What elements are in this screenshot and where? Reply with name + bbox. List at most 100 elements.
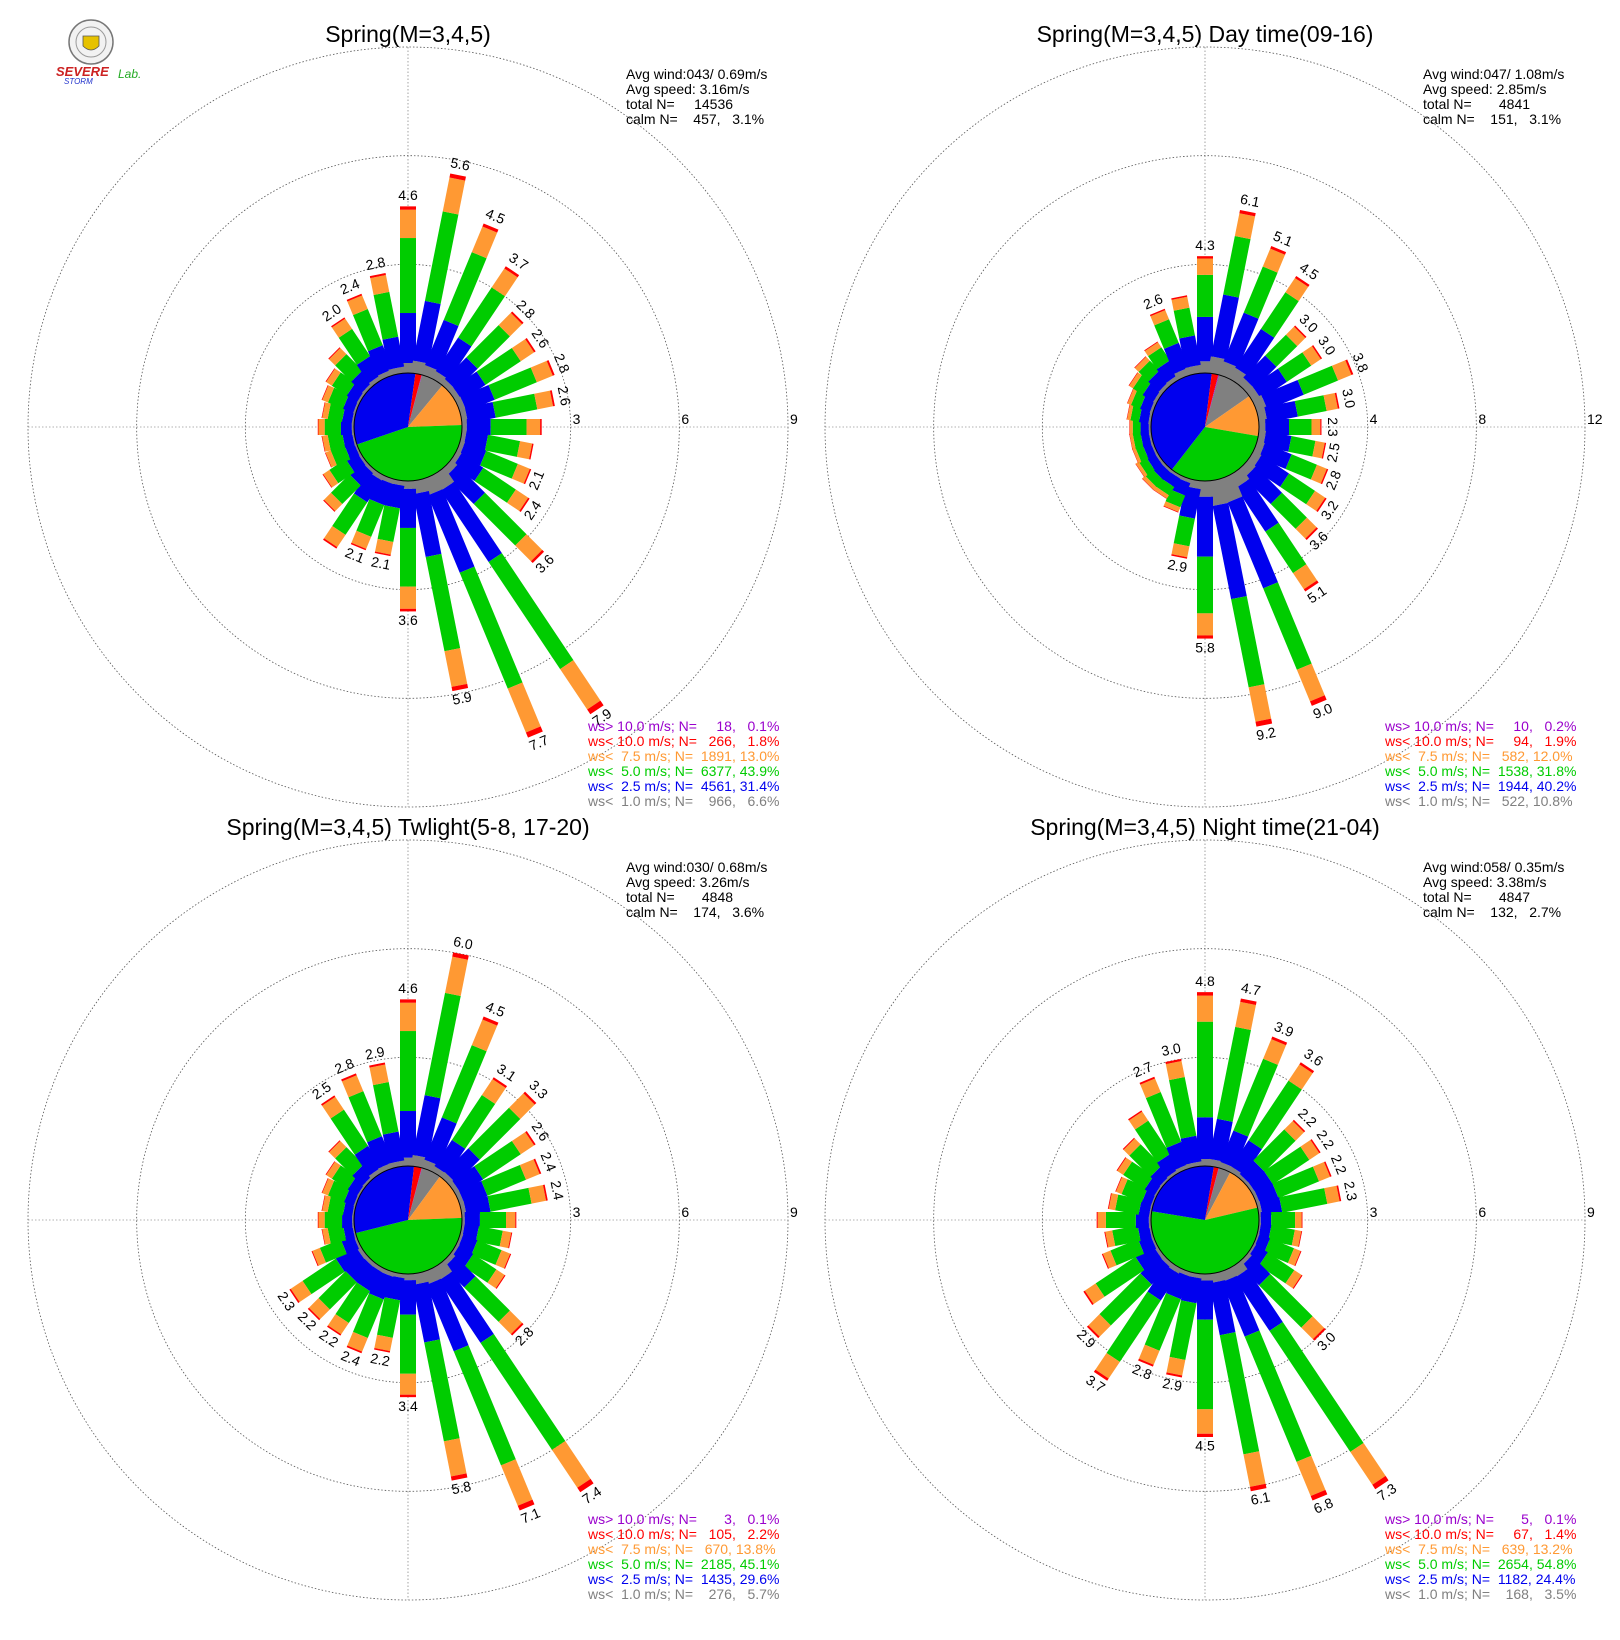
bar-seg-orange (444, 648, 468, 687)
bar-seg-red (400, 999, 416, 1003)
bar-label-22.5: 5.1 (1271, 228, 1295, 250)
bar-seg-orange (471, 1019, 498, 1052)
legend-entry-purple: ws> 10.0 m/s; N= 18, 0.1% (587, 718, 779, 734)
bar-seg-orange (347, 295, 368, 316)
bar-seg-red (1239, 209, 1256, 217)
ring-9 (27, 46, 789, 808)
bar-seg-orange (290, 1280, 312, 1303)
bar-label-157.5: 7.1 (518, 1504, 542, 1526)
pie-slice-green (1151, 1207, 1259, 1275)
legend-entry-gray: ws< 1.0 m/s; N= 168, 3.5% (1384, 1586, 1576, 1602)
bar-seg-orange (1117, 1157, 1133, 1175)
bar-146.25 (431, 467, 604, 715)
wind-rose-panel-4: 3 6 94.8 4.73.93.62.22.22.22.33.07.36.86.14… (824, 814, 1595, 1602)
bar-seg-blue (444, 357, 478, 391)
ring-9 (27, 839, 789, 1601)
bar-seg-blue (356, 1263, 383, 1292)
bar-label-112.5: 2.1 (525, 468, 547, 492)
bar-seg-red (542, 1184, 548, 1201)
bar-seg-red (1240, 998, 1257, 1005)
bar-326.25 (321, 1095, 385, 1180)
bar-seg-red (400, 206, 416, 210)
bar-seg-blue (440, 481, 502, 562)
bar-label-191.25: 2.2 (369, 1350, 391, 1370)
bar-281.25 (321, 402, 357, 425)
bar-seg-red (331, 317, 346, 328)
bar-seg-orange (508, 1093, 535, 1120)
bar-label-180: 3.4 (398, 1398, 418, 1414)
bar-seg-orange (1144, 342, 1162, 357)
logo-severe-text: SEVERE (56, 64, 109, 79)
bar-seg-red (523, 1091, 537, 1105)
bar-label-78.75: 2.6 (555, 385, 575, 407)
bar-seg-orange (1132, 447, 1142, 464)
bar-seg-red (1116, 1157, 1127, 1172)
bar-seg-gray (400, 363, 416, 373)
bar-seg-red (1197, 635, 1213, 639)
pie-slice-purple (408, 1167, 422, 1220)
ring-label-9: 9 (790, 411, 798, 427)
legend-entry-red: ws< 10.0 m/s; N= 94, 1.9% (1384, 733, 1576, 749)
bar-seg-blue (458, 1180, 488, 1206)
bar-seg-red (525, 726, 543, 738)
bar-seg-red (1270, 246, 1287, 255)
bar-seg-blue (400, 313, 416, 364)
bar-seg-orange (375, 538, 394, 555)
bar-seg-orange (1284, 1120, 1305, 1141)
bar-157.5 (421, 473, 543, 738)
bar-56.25 (448, 338, 536, 404)
bar-seg-orange (1128, 1111, 1149, 1130)
bar-seg-blue (335, 1245, 365, 1272)
bar-seg-gray (1185, 364, 1203, 376)
bar-348.75 (369, 1062, 406, 1169)
bar-seg-red (374, 551, 391, 557)
bar-seg-green (1277, 352, 1312, 382)
bar-seg-blue (400, 488, 416, 528)
legend-entry-orange: ws< 7.5 m/s; N= 639, 13.2% (1384, 1541, 1573, 1557)
bar-seg-red (1316, 497, 1327, 512)
bar-33.75 (1228, 276, 1310, 387)
bar-seg-orange (507, 682, 541, 733)
bar-seg-green (1264, 1146, 1310, 1185)
pie-slice-purple (408, 374, 422, 427)
bar-label-157.5: 7.7 (527, 731, 551, 753)
bar-seg-orange (507, 489, 529, 511)
bar-seg-orange (329, 348, 347, 366)
bar-seg-green (331, 372, 356, 396)
bar-seg-orange (318, 419, 325, 435)
bar-seg-green (443, 252, 487, 326)
bar-seg-green (487, 1187, 532, 1212)
bar-seg-red (1372, 1475, 1389, 1490)
bar-202.5 (346, 1266, 395, 1354)
bar-337.5 (1149, 308, 1192, 381)
stat-line-2: Avg speed: 2.85m/s (1423, 81, 1546, 97)
bar-seg-red (1298, 1230, 1303, 1247)
bar-seg-blue (427, 489, 475, 573)
logo-storm-text: STORM (64, 77, 93, 86)
bar-90 (462, 419, 542, 435)
bar-seg-green (1233, 1058, 1278, 1137)
bar-236.25 (322, 450, 368, 488)
bar-78.75 (459, 390, 555, 425)
bar-label-78.75: 2.4 (548, 1179, 568, 1201)
bar-seg-orange (1295, 517, 1317, 539)
bar-seg-red (1294, 1250, 1302, 1267)
bar-seg-orange (511, 1132, 535, 1155)
wind-rose-panel-1: 3 6 94.65.64.53.72.82.62.82.62.12.43.67.97… (27, 21, 798, 809)
bar-label-180: 3.6 (398, 612, 418, 628)
bar-seg-green (377, 505, 400, 542)
bar-seg-red (324, 452, 332, 468)
bar-seg-red (1309, 695, 1327, 706)
bar-seg-blue (444, 1148, 480, 1184)
bar-303.75 (325, 368, 368, 404)
bar-label-78.75: 2.3 (1341, 1180, 1361, 1202)
bar-label-67.5: 3.8 (1350, 350, 1372, 374)
stat-line-2: Avg speed: 3.26m/s (626, 874, 749, 890)
bar-202.5 (1163, 473, 1192, 513)
bar-seg-blue (444, 1256, 476, 1288)
bar-seg-orange (443, 1438, 467, 1477)
bar-seg-orange (511, 463, 530, 484)
bar-seg-blue (426, 1278, 469, 1352)
pie-slice-red (1205, 373, 1219, 427)
bar-label-348.75: 3.0 (1160, 1040, 1182, 1060)
